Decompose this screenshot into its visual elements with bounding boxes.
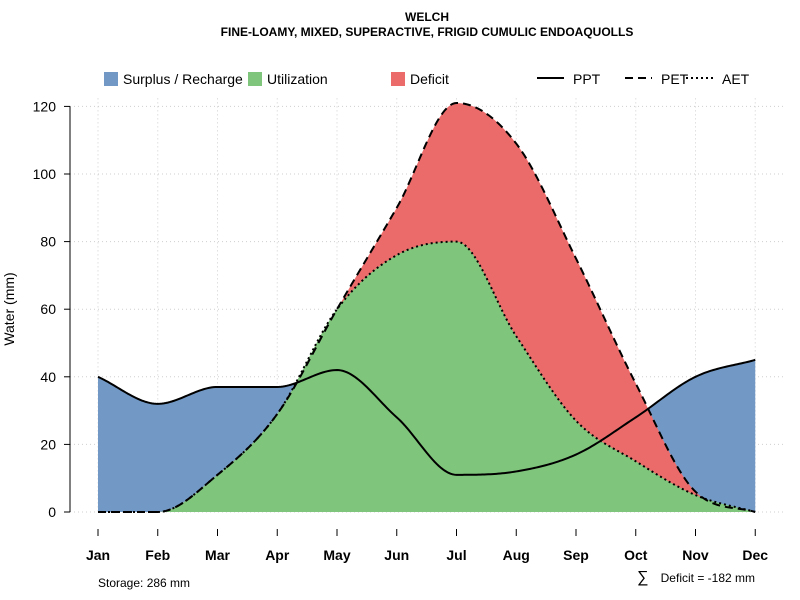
area-layer: [98, 103, 756, 513]
x-tick-label: Nov: [682, 547, 709, 563]
area-utilization: [98, 241, 756, 512]
legend-label: Surplus / Recharge: [123, 71, 243, 87]
x-tick-label: Feb: [145, 547, 170, 563]
x-tick-label: Apr: [265, 547, 290, 563]
series-line-aet: [98, 240, 756, 513]
legend-swatch: [248, 72, 262, 86]
y-axis: 0 20 40 60 80 100 120: [33, 98, 71, 520]
legend-label: Utilization: [267, 71, 328, 87]
x-tick-label: Sep: [563, 547, 589, 563]
x-tick-label: Dec: [742, 547, 768, 563]
legend-label: AET: [722, 71, 750, 87]
line-layer: [97, 102, 756, 513]
y-tick-label: 60: [40, 301, 56, 317]
y-axis-label: Water (mm): [1, 272, 17, 345]
legend-label: PPT: [573, 71, 601, 87]
x-tick-label: Aug: [503, 547, 530, 563]
legend-label: PET: [661, 71, 689, 87]
y-tick-label: 100: [33, 166, 57, 182]
x-tick-label: Jul: [446, 547, 466, 563]
x-tick-label: Jan: [86, 547, 110, 563]
sigma-symbol: ∑: [637, 569, 648, 586]
y-tick-label: 0: [48, 504, 56, 520]
y-tick-label: 80: [40, 234, 56, 250]
x-axis: Jan Feb Mar Apr May Jun Jul Aug Sep Oct Nov Dec: [86, 529, 768, 563]
storage-text: Storage: 286 mm: [98, 576, 190, 590]
deficit-text: Deficit = -182 mm: [661, 571, 755, 585]
legend-label: Deficit: [410, 71, 449, 87]
x-tick-label: May: [323, 547, 350, 563]
x-tick-label: Oct: [624, 547, 648, 563]
y-tick-label: 120: [33, 98, 57, 114]
y-tick-label: 20: [40, 436, 56, 452]
legend-swatch: [104, 72, 118, 86]
chart-subtitle: FINE-LOAMY, MIXED, SUPERACTIVE, FRIGID C…: [221, 25, 634, 39]
x-tick-label: Mar: [205, 547, 230, 563]
chart-title: WELCH: [405, 10, 449, 24]
series-line-pet: [98, 102, 756, 513]
y-tick-label: 40: [40, 369, 56, 385]
legend-swatch: [391, 72, 405, 86]
legend: Surplus / Recharge Utilization Deficit PPT P…: [104, 71, 750, 87]
series-line-ppt: [97, 358, 756, 476]
x-tick-label: Jun: [384, 547, 409, 563]
